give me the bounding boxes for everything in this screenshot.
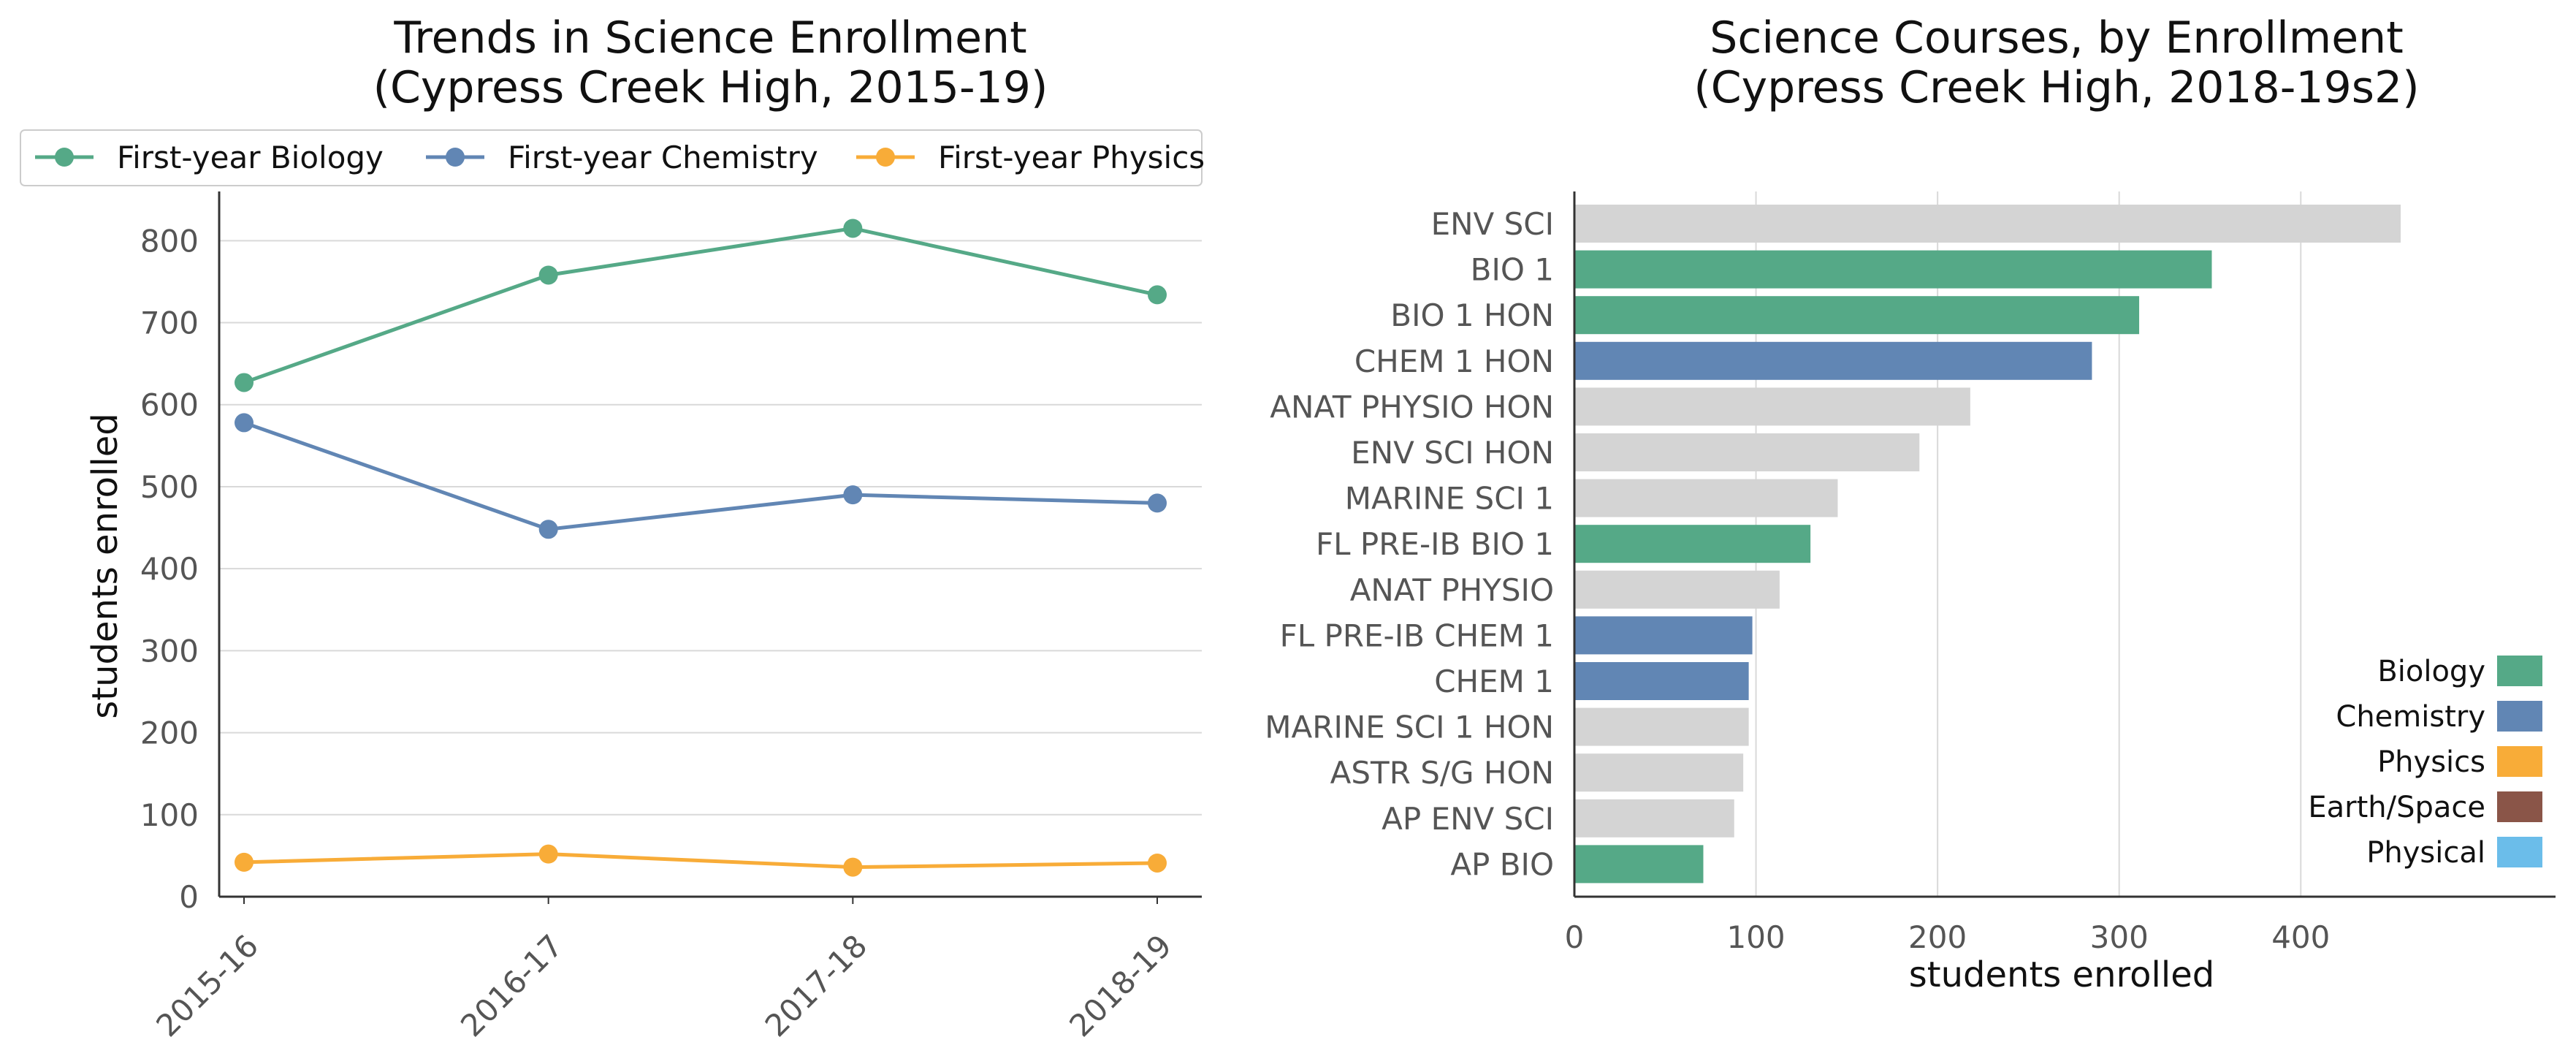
legend-swatch [2497, 791, 2542, 822]
data-point [538, 265, 558, 285]
y-tick-label: 400 [140, 551, 199, 587]
legend-label: Physical [2366, 836, 2485, 870]
legend-label: Physics [2377, 745, 2485, 779]
y-tick-label: ANAT PHYSIO [1350, 572, 1554, 608]
data-point [235, 413, 254, 433]
legend-label: Earth/Space [2308, 791, 2485, 824]
series-line [243, 852, 1158, 870]
bar [1574, 296, 2140, 335]
bar [1574, 479, 1838, 517]
data-point [538, 520, 558, 539]
y-tick-label: 600 [140, 387, 199, 423]
series-line [243, 421, 1158, 531]
bar [1574, 799, 1734, 837]
legend-swatch [2497, 656, 2542, 686]
y-tick-label: BIO 1 HON [1390, 297, 1554, 333]
legend-label: First-year Physics [938, 140, 1205, 175]
legend-swatch [2497, 837, 2542, 867]
x-axis-label: students enrolled [1909, 954, 2214, 995]
y-tick-label: CHEM 1 [1434, 664, 1554, 699]
chart-title: Science Courses, by Enrollment [1710, 12, 2403, 64]
bar [1574, 341, 2092, 380]
data-point [843, 485, 863, 505]
x-tick-label: 2017-18 [758, 927, 874, 1044]
legend: First-year Biology First-year Chemistry Fi… [20, 129, 1205, 186]
data-point [538, 844, 558, 864]
bar [1574, 570, 1780, 609]
bar [1574, 707, 1749, 746]
bar [1574, 662, 1749, 700]
y-tick-label: 700 [140, 305, 199, 341]
x-tick-label: 300 [2090, 919, 2149, 955]
y-tick-label: BIO 1 [1471, 252, 1554, 288]
y-tick-label: CHEM 1 HON [1354, 343, 1554, 379]
y-tick-label: 100 [140, 797, 199, 833]
x-tick-label: 100 [1726, 919, 1785, 955]
legend-marker [55, 148, 74, 167]
y-tick-label: ENV SCI [1431, 206, 1554, 242]
bar [1574, 205, 2401, 243]
data-point [843, 219, 863, 238]
bar [1574, 616, 1753, 655]
y-tick-label: 500 [140, 469, 199, 505]
data-point [1148, 853, 1167, 873]
line-chart: Trends in Science Enrollment(Cypress Cre… [20, 12, 1205, 1044]
y-tick-label: AP ENV SCI [1382, 801, 1554, 837]
chart-title: Trends in Science Enrollment [393, 12, 1026, 64]
y-tick-label: ANAT PHYSIO HON [1270, 389, 1554, 425]
y-tick-label: ASTR S/G HON [1330, 755, 1554, 791]
y-tick-label: AP BIO [1450, 846, 1554, 882]
x-tick-label: 2015-16 [149, 927, 265, 1044]
y-tick-label: 200 [140, 715, 199, 751]
legend-swatch [2497, 746, 2542, 777]
chart-title: (Cypress Creek High, 2018-19s2) [1693, 62, 2419, 113]
legend-marker [446, 148, 465, 167]
y-tick-label: ENV SCI HON [1351, 435, 1554, 471]
data-point [235, 373, 254, 392]
x-tick-label: 200 [1908, 919, 1967, 955]
y-tick-label: 800 [140, 223, 199, 259]
bar [1574, 525, 1811, 563]
legend-label: First-year Chemistry [508, 140, 818, 175]
bar [1574, 845, 1704, 884]
y-tick-label: MARINE SCI 1 HON [1265, 710, 1554, 745]
bar [1574, 753, 1744, 792]
x-tick-label: 2016-17 [454, 927, 570, 1044]
x-tick-label: 2018-19 [1062, 927, 1178, 1044]
chart-title: (Cypress Creek High, 2015-19) [373, 62, 1048, 113]
y-tick-label: MARINE SCI 1 [1345, 481, 1554, 517]
bar [1574, 250, 2212, 289]
x-tick-label: 400 [2271, 919, 2330, 955]
data-point [1148, 285, 1167, 305]
legend-frame [20, 129, 1203, 186]
bar-chart: Science Courses, by Enrollment(Cypress C… [1265, 12, 2556, 995]
legend-label: Chemistry [2336, 700, 2485, 734]
y-tick-label: 0 [179, 879, 199, 915]
bar [1574, 387, 1970, 426]
bar [1574, 433, 1920, 471]
legend-swatch [2497, 701, 2542, 732]
legend-marker [876, 148, 895, 167]
data-point [843, 857, 863, 877]
legend: Biology Chemistry Physics Earth/Space Physic… [2308, 655, 2542, 870]
legend-label: First-year Biology [117, 140, 384, 175]
y-tick-label: FL PRE-IB CHEM 1 [1280, 618, 1554, 653]
series-line [243, 226, 1158, 384]
y-tick-label: FL PRE-IB BIO 1 [1316, 526, 1554, 562]
legend-label: Biology [2377, 655, 2485, 688]
data-point [1148, 493, 1167, 513]
data-point [235, 852, 254, 872]
y-tick-label: 300 [140, 633, 199, 669]
y-axis-label: students enrolled [85, 413, 126, 718]
x-tick-label: 0 [1565, 919, 1585, 955]
